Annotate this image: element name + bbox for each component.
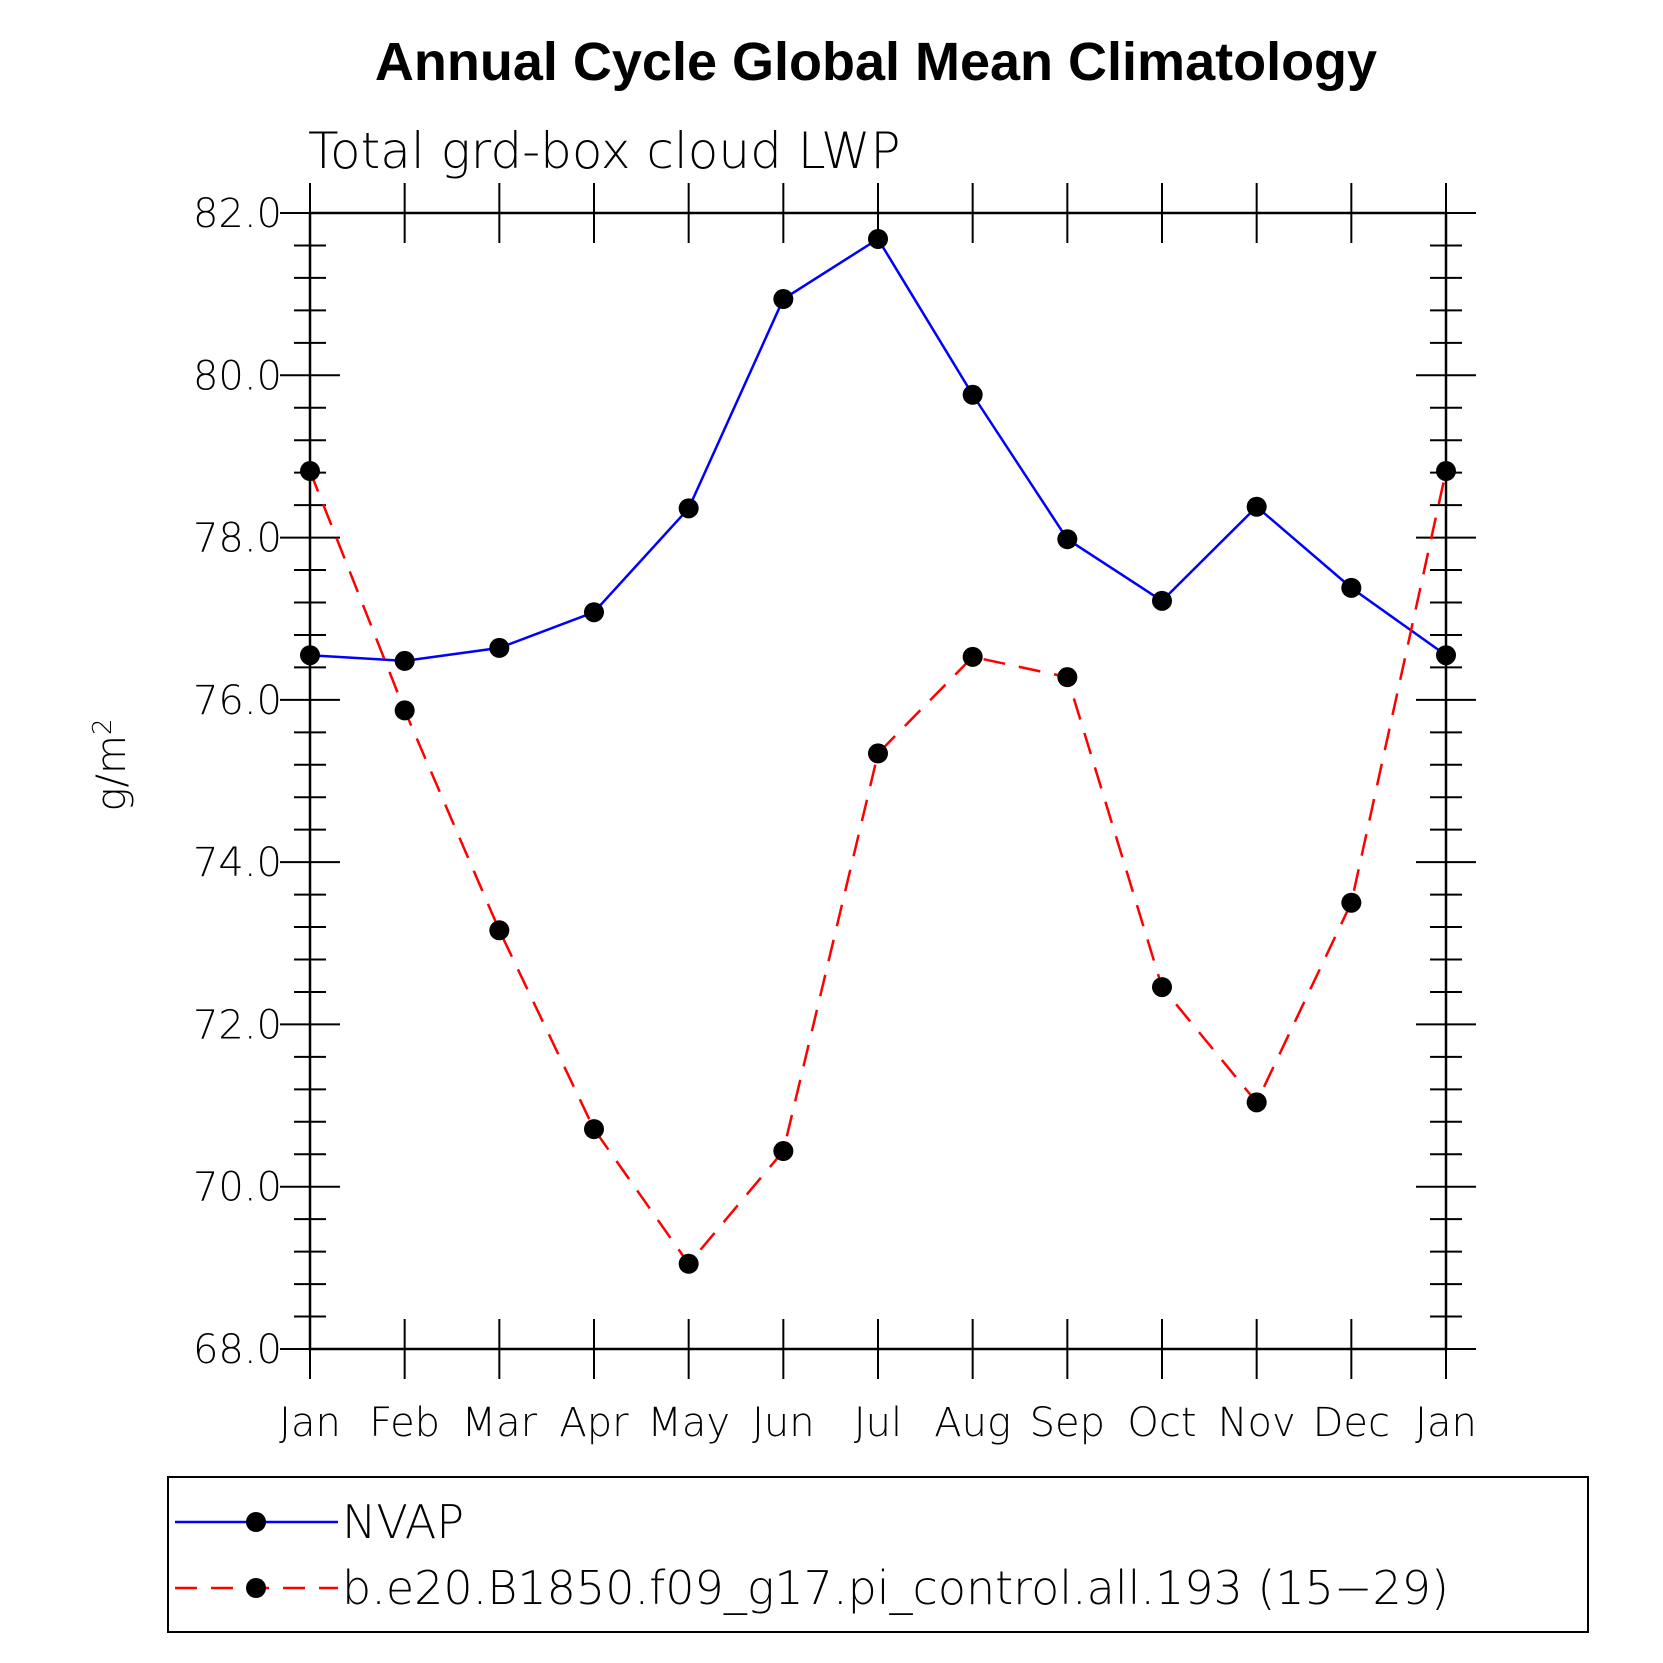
x-tick-label: Apr <box>559 1400 629 1446</box>
legend: NVAP b.e20.B1850.f09_g17.pi_control.all.1… <box>175 1495 1449 1615</box>
x-axis-ticks <box>309 183 1447 1379</box>
series-1-point <box>773 1141 794 1162</box>
y-tick-label: 70.0 <box>193 1165 282 1211</box>
series-0-point <box>962 384 983 405</box>
series-0-point <box>678 498 699 519</box>
x-tick-label: Jun <box>752 1400 815 1446</box>
y-tick-label: 72.0 <box>193 1002 282 1048</box>
y-tick-label: 76.0 <box>193 678 282 724</box>
series-1-point <box>1057 667 1078 688</box>
y-tick-label: 68.0 <box>193 1327 282 1373</box>
y-axis-label-exponent: 2 <box>88 719 118 736</box>
series-1-point <box>584 1119 604 1140</box>
y-axis-label: g/m2 <box>88 719 135 812</box>
y-axis-tick-labels: 68.0 70.0 72.0 74.0 76.0 78.0 80.0 82.0 <box>193 191 282 1373</box>
series-1-point <box>868 743 888 764</box>
series-0-point <box>1436 645 1456 666</box>
series-0-point <box>300 645 320 666</box>
series-0-point <box>1246 496 1267 517</box>
y-tick-label: 78.0 <box>193 516 282 562</box>
x-tick-label: Jan <box>1415 1400 1477 1446</box>
series-0-point <box>394 650 415 671</box>
series-line-1 <box>308 470 1448 1266</box>
plot-frame <box>308 211 1448 1351</box>
legend-box <box>167 1476 1589 1633</box>
series-1-point <box>962 646 983 667</box>
series-1-point <box>300 461 320 482</box>
x-tick-label: Sep <box>1030 1400 1105 1446</box>
series-1-point <box>394 700 415 721</box>
x-tick-label: Aug <box>934 1400 1011 1446</box>
legend-marker-0 <box>246 1512 266 1532</box>
series-0-point <box>584 602 604 623</box>
series-layer <box>300 228 1456 1274</box>
series-1-point <box>489 920 510 941</box>
x-tick-label: Dec <box>1313 1400 1390 1446</box>
series-0-point <box>868 228 888 249</box>
chart-subtitle: Total grd-box cloud LWP <box>308 122 901 180</box>
legend-label-0: NVAP <box>342 1495 464 1549</box>
series-0-point <box>1341 577 1362 598</box>
series-line-0 <box>309 237 1447 663</box>
x-tick-label: Nov <box>1218 1400 1296 1446</box>
series-1-point <box>1246 1092 1267 1113</box>
series-1-point <box>1152 977 1172 998</box>
series-0-point <box>773 289 794 310</box>
x-tick-label: Oct <box>1127 1400 1196 1446</box>
x-tick-label: Jan <box>279 1400 341 1446</box>
series-1-point <box>678 1253 699 1274</box>
y-tick-label: 82.0 <box>193 191 282 237</box>
x-tick-label: May <box>647 1400 730 1446</box>
series-1-point <box>1436 461 1456 482</box>
x-tick-label: Jul <box>854 1400 902 1446</box>
series-0-point <box>1152 590 1172 611</box>
y-axis-ticks <box>280 212 1476 1350</box>
series-1-point <box>1341 892 1362 913</box>
y-axis-label-unit: g/m <box>89 735 135 811</box>
y-tick-label: 80.0 <box>193 353 282 399</box>
chart-title: Annual Cycle Global Mean Climatology <box>375 32 1377 92</box>
series-0-point <box>489 637 510 658</box>
x-tick-label: Feb <box>369 1400 440 1446</box>
legend-label-1: b.e20.B1850.f09_g17.pi_control.all.193 (… <box>342 1561 1449 1615</box>
x-axis-tick-labels: Jan Feb Mar Apr May Jun Jul Aug Sep Oct Nov Dec Jan <box>279 1400 1477 1446</box>
legend-marker-1 <box>246 1578 266 1598</box>
series-0-point <box>1057 529 1078 550</box>
y-tick-label: 74.0 <box>193 840 282 886</box>
plot-border <box>308 211 1448 1351</box>
x-tick-label: Mar <box>462 1400 538 1446</box>
